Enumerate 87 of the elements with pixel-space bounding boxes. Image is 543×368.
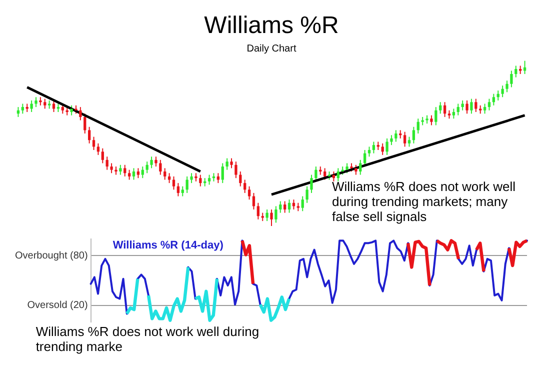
candlestick	[474, 98, 478, 113]
candlestick	[408, 136, 411, 148]
candlestick	[368, 146, 371, 158]
candlestick	[84, 113, 86, 134]
candlestick	[164, 168, 166, 180]
candlestick	[132, 168, 136, 180]
candlestick	[394, 130, 398, 142]
candlestick	[354, 164, 358, 176]
candlestick	[141, 166, 144, 179]
candlestick	[181, 186, 184, 197]
candlestick	[310, 174, 313, 194]
text: Williams %R does not work well during trending marke	[36, 324, 260, 354]
candlestick	[176, 182, 180, 197]
candlestick	[492, 93, 496, 106]
candlestick	[488, 98, 491, 111]
candlestick	[416, 118, 420, 134]
chart-subtitle: Daily Chart	[246, 44, 296, 55]
candlestick	[128, 169, 131, 180]
y-tick-label: Overbought (80)	[14, 250, 88, 262]
candlestick	[136, 168, 140, 179]
series-label: Williams %R (14-day)	[112, 240, 224, 252]
candlestick	[230, 158, 233, 169]
candlestick	[190, 172, 193, 184]
candlestick	[256, 202, 260, 220]
annotation: Williams %R does not work well during trending markets; many false sell signals	[332, 179, 516, 224]
candlestick	[208, 174, 211, 186]
candlestick	[106, 156, 108, 170]
candlestick	[44, 98, 46, 110]
candlestick	[301, 196, 304, 212]
candlestick	[199, 174, 202, 187]
y-tick-label: Oversold (20)	[27, 300, 88, 312]
candlestick	[266, 208, 268, 222]
candlestick	[359, 159, 362, 176]
candlestick	[314, 166, 318, 182]
candlestick	[221, 162, 224, 184]
candlestick	[101, 148, 104, 164]
candlestick	[412, 126, 416, 144]
candlestick	[96, 142, 100, 156]
candlestick	[514, 65, 518, 78]
chart-title: Williams %R	[204, 12, 339, 40]
candlestick	[390, 134, 393, 146]
candlestick	[452, 108, 456, 120]
candlestick	[88, 126, 91, 144]
candlestick	[172, 176, 176, 190]
candlestick	[21, 103, 24, 114]
candlestick	[403, 131, 406, 148]
candlestick	[244, 179, 246, 194]
candlestick	[30, 100, 33, 113]
candlestick	[456, 103, 460, 116]
candlestick	[288, 199, 291, 214]
candlestick	[124, 164, 126, 177]
candlestick	[119, 164, 122, 176]
candlestick	[150, 156, 153, 169]
candlestick	[252, 192, 256, 210]
candlestick	[506, 80, 508, 93]
candlestick	[226, 158, 228, 170]
candlestick	[110, 162, 113, 174]
candlestick	[79, 106, 82, 121]
candlestick	[70, 104, 73, 116]
candlestick	[306, 186, 308, 204]
candlestick	[470, 98, 473, 114]
candlestick	[274, 206, 278, 224]
candlestick	[279, 200, 282, 214]
candlestick	[284, 200, 286, 214]
candlestick	[146, 161, 148, 174]
candlestick	[248, 186, 251, 200]
candlestick	[34, 96, 38, 108]
candlestick	[234, 161, 238, 179]
candlestick	[336, 168, 340, 182]
candlestick	[483, 103, 486, 114]
candlestick	[270, 208, 273, 226]
candlestick	[501, 85, 504, 98]
candlestick	[239, 170, 242, 187]
candlestick	[386, 138, 388, 156]
candlestick	[186, 176, 188, 194]
candlestick	[439, 102, 442, 114]
candlestick	[466, 100, 468, 114]
candlestick	[154, 156, 158, 168]
candlestick	[381, 142, 384, 156]
candlestick	[443, 102, 446, 118]
candlestick	[510, 70, 513, 88]
candlestick	[430, 114, 433, 126]
candlestick	[159, 159, 162, 176]
candlestick	[461, 100, 464, 111]
candlestick	[434, 106, 438, 126]
candlestick	[92, 136, 96, 151]
candlestick	[372, 141, 376, 154]
